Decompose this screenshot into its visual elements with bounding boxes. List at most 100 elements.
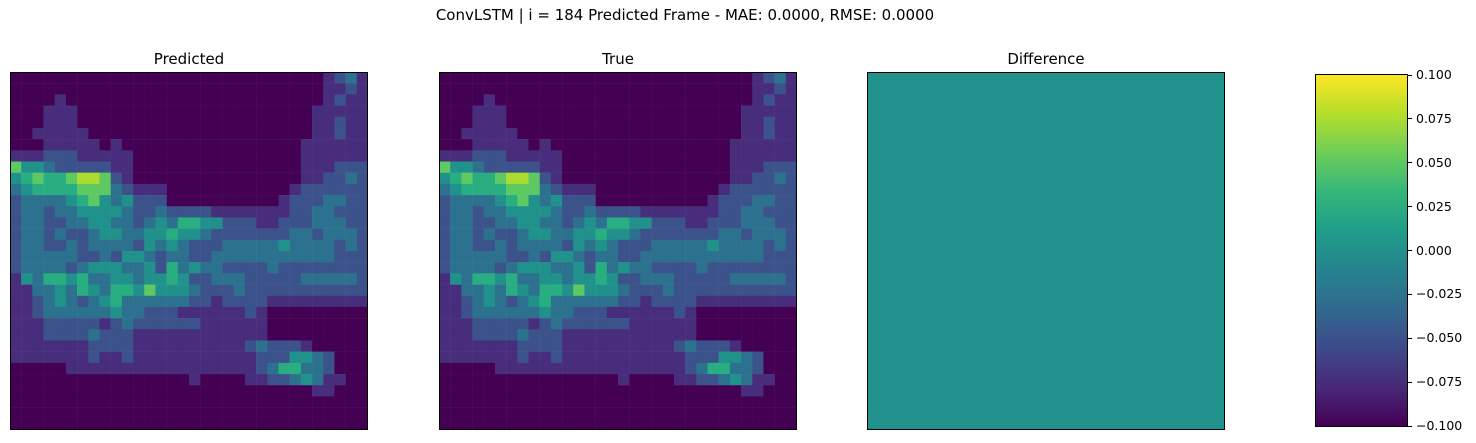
heatmap-cell bbox=[65, 329, 78, 341]
heatmap-cell bbox=[10, 239, 22, 252]
heatmap-cell bbox=[233, 374, 246, 386]
heatmap-cell bbox=[177, 94, 190, 106]
heatmap-cell bbox=[685, 228, 697, 241]
heatmap-cell bbox=[729, 407, 742, 420]
heatmap-cell bbox=[685, 284, 697, 296]
heatmap-cell bbox=[144, 183, 156, 196]
heatmap-cell bbox=[211, 273, 223, 285]
heatmap-cell bbox=[323, 139, 335, 151]
heatmap-cell bbox=[785, 183, 797, 196]
heatmap-cell bbox=[696, 161, 708, 173]
heatmap-cell bbox=[562, 273, 574, 285]
heatmap-cell bbox=[323, 318, 335, 330]
heatmap-cell bbox=[517, 273, 529, 285]
heatmap-cell bbox=[651, 228, 663, 241]
heatmap-cell bbox=[494, 150, 507, 162]
heatmap-cell bbox=[121, 340, 134, 352]
heatmap-cell bbox=[356, 251, 368, 263]
heatmap-cell bbox=[278, 351, 290, 364]
heatmap-cell bbox=[177, 139, 190, 151]
heatmap-cell bbox=[356, 94, 368, 106]
heatmap-cell bbox=[144, 251, 156, 263]
heatmap-cell bbox=[595, 195, 608, 207]
heatmap-cell bbox=[177, 396, 190, 408]
heatmap-cell bbox=[450, 116, 462, 129]
heatmap-cell bbox=[741, 318, 753, 330]
heatmap-cell bbox=[54, 105, 67, 117]
heatmap-cell bbox=[573, 172, 585, 185]
heatmap-cell bbox=[166, 217, 179, 229]
heatmap-cell bbox=[88, 72, 100, 84]
heatmap-cell bbox=[472, 329, 484, 341]
heatmap-cell bbox=[573, 318, 585, 330]
heatmap-cell bbox=[550, 295, 563, 308]
heatmap-cell bbox=[662, 105, 675, 117]
heatmap-cell bbox=[334, 172, 346, 185]
heatmap-cell bbox=[88, 295, 100, 308]
heatmap-cell bbox=[483, 318, 496, 330]
heatmap-cell bbox=[707, 340, 719, 352]
heatmap-cell bbox=[65, 362, 78, 375]
heatmap-cell bbox=[640, 374, 652, 386]
heatmap-cell bbox=[494, 94, 507, 106]
heatmap-cell bbox=[233, 161, 246, 173]
heatmap-cell bbox=[696, 351, 708, 364]
heatmap-cell bbox=[584, 385, 596, 397]
heatmap-cell bbox=[289, 183, 302, 196]
heatmap-cell bbox=[278, 161, 290, 173]
heatmap-cell bbox=[461, 329, 473, 341]
heatmap-cell bbox=[752, 295, 764, 308]
heatmap-cell bbox=[144, 206, 156, 218]
heatmap-cell bbox=[21, 94, 33, 106]
heatmap-cell bbox=[741, 374, 753, 386]
heatmap-cell bbox=[345, 83, 358, 95]
heatmap-cell bbox=[763, 217, 775, 229]
heatmap-cell bbox=[494, 72, 507, 84]
heatmap-cell bbox=[345, 139, 358, 151]
heatmap-cell bbox=[289, 418, 302, 430]
heatmap-cell bbox=[21, 318, 33, 330]
heatmap-cell bbox=[200, 72, 212, 84]
heatmap-cell bbox=[356, 239, 368, 252]
heatmap-cell bbox=[472, 72, 484, 84]
heatmap-cell bbox=[334, 273, 346, 285]
heatmap-cell bbox=[741, 273, 753, 285]
heatmap-cell bbox=[707, 329, 719, 341]
heatmap-cell bbox=[763, 172, 775, 185]
heatmap-cell bbox=[662, 116, 675, 129]
heatmap-cell bbox=[356, 273, 368, 285]
heatmap-cell bbox=[752, 251, 764, 263]
heatmap-cell bbox=[211, 306, 223, 319]
predicted-heatmap bbox=[10, 72, 368, 430]
heatmap-cell bbox=[155, 239, 167, 252]
heatmap-cell bbox=[166, 385, 179, 397]
heatmap-cell bbox=[88, 183, 100, 196]
heatmap-cell bbox=[517, 228, 529, 241]
heatmap-cell bbox=[312, 116, 324, 129]
heatmap-cell bbox=[439, 116, 451, 129]
heatmap-cell bbox=[550, 127, 563, 140]
heatmap-cell bbox=[43, 239, 55, 252]
heatmap-cell bbox=[774, 183, 787, 196]
heatmap-cell bbox=[640, 83, 652, 95]
heatmap-cell bbox=[528, 284, 540, 296]
heatmap-cell bbox=[741, 139, 753, 151]
heatmap-cell bbox=[618, 418, 630, 430]
heatmap-cell bbox=[54, 306, 67, 319]
heatmap-cell bbox=[323, 407, 335, 420]
heatmap-cell bbox=[651, 340, 663, 352]
heatmap-cell bbox=[696, 362, 708, 375]
heatmap-cell bbox=[483, 127, 496, 140]
heatmap-cell bbox=[77, 318, 89, 330]
heatmap-cell bbox=[707, 396, 719, 408]
heatmap-cell bbox=[483, 385, 496, 397]
heatmap-cell bbox=[177, 273, 190, 285]
heatmap-cell bbox=[200, 105, 212, 117]
heatmap-cell bbox=[494, 418, 507, 430]
heatmap-cell bbox=[461, 228, 473, 241]
heatmap-cell bbox=[32, 262, 44, 274]
heatmap-cell bbox=[606, 262, 619, 274]
heatmap-cell bbox=[345, 362, 358, 375]
heatmap-cell bbox=[88, 161, 100, 173]
heatmap-cell bbox=[211, 284, 223, 296]
